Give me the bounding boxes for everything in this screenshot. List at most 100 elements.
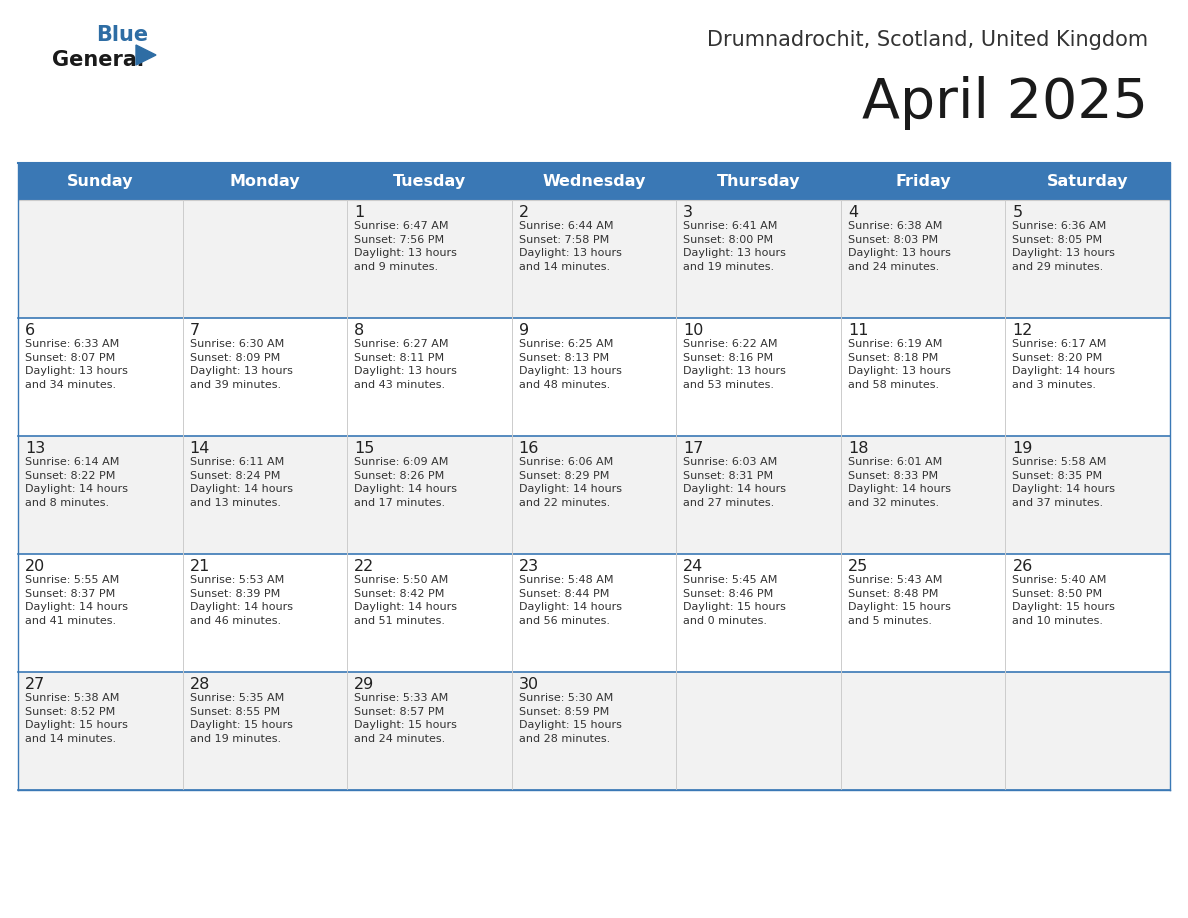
Text: 14: 14	[190, 441, 210, 456]
Text: Sunrise: 5:45 AM
Sunset: 8:46 PM
Daylight: 15 hours
and 0 minutes.: Sunrise: 5:45 AM Sunset: 8:46 PM Dayligh…	[683, 575, 786, 626]
Text: 20: 20	[25, 559, 45, 574]
Text: Sunrise: 6:38 AM
Sunset: 8:03 PM
Daylight: 13 hours
and 24 minutes.: Sunrise: 6:38 AM Sunset: 8:03 PM Dayligh…	[848, 221, 950, 272]
Text: 15: 15	[354, 441, 374, 456]
Bar	[676, 318, 841, 436]
Text: Monday: Monday	[229, 174, 301, 189]
Text: 10: 10	[683, 323, 703, 338]
Text: Sunrise: 6:47 AM
Sunset: 7:56 PM
Daylight: 13 hours
and 9 minutes.: Sunrise: 6:47 AM Sunset: 7:56 PM Dayligh…	[354, 221, 457, 272]
Text: 23: 23	[519, 559, 539, 574]
Bar	[18, 163, 1170, 200]
Text: Sunrise: 6:44 AM
Sunset: 7:58 PM
Daylight: 13 hours
and 14 minutes.: Sunrise: 6:44 AM Sunset: 7:58 PM Dayligh…	[519, 221, 621, 272]
Bar	[183, 318, 347, 436]
Text: Sunrise: 5:30 AM
Sunset: 8:59 PM
Daylight: 15 hours
and 28 minutes.: Sunrise: 5:30 AM Sunset: 8:59 PM Dayligh…	[519, 693, 621, 744]
Text: General: General	[52, 50, 144, 70]
Bar	[512, 318, 676, 436]
Bar	[1005, 672, 1170, 790]
Text: April 2025: April 2025	[862, 76, 1148, 130]
Text: 3: 3	[683, 205, 694, 220]
Text: 19: 19	[1012, 441, 1032, 456]
Bar	[512, 672, 676, 790]
Bar	[1005, 436, 1170, 554]
Text: Sunrise: 6:22 AM
Sunset: 8:16 PM
Daylight: 13 hours
and 53 minutes.: Sunrise: 6:22 AM Sunset: 8:16 PM Dayligh…	[683, 339, 786, 390]
Bar	[512, 436, 676, 554]
Bar	[512, 200, 676, 318]
Text: 5: 5	[1012, 205, 1023, 220]
Bar	[183, 554, 347, 672]
Bar	[841, 672, 1005, 790]
Text: Drumnadrochit, Scotland, United Kingdom: Drumnadrochit, Scotland, United Kingdom	[707, 30, 1148, 50]
Text: 29: 29	[354, 677, 374, 692]
Text: 30: 30	[519, 677, 539, 692]
Text: Sunrise: 6:30 AM
Sunset: 8:09 PM
Daylight: 13 hours
and 39 minutes.: Sunrise: 6:30 AM Sunset: 8:09 PM Dayligh…	[190, 339, 292, 390]
Bar	[347, 672, 512, 790]
Text: Sunrise: 6:01 AM
Sunset: 8:33 PM
Daylight: 14 hours
and 32 minutes.: Sunrise: 6:01 AM Sunset: 8:33 PM Dayligh…	[848, 457, 950, 508]
Text: Sunrise: 6:14 AM
Sunset: 8:22 PM
Daylight: 14 hours
and 8 minutes.: Sunrise: 6:14 AM Sunset: 8:22 PM Dayligh…	[25, 457, 128, 508]
Text: Blue: Blue	[96, 25, 148, 45]
Bar	[347, 200, 512, 318]
Text: Sunrise: 5:53 AM
Sunset: 8:39 PM
Daylight: 14 hours
and 46 minutes.: Sunrise: 5:53 AM Sunset: 8:39 PM Dayligh…	[190, 575, 292, 626]
Text: Sunrise: 6:33 AM
Sunset: 8:07 PM
Daylight: 13 hours
and 34 minutes.: Sunrise: 6:33 AM Sunset: 8:07 PM Dayligh…	[25, 339, 128, 390]
Bar	[183, 200, 347, 318]
Bar	[676, 200, 841, 318]
Text: 6: 6	[25, 323, 36, 338]
Text: Sunday: Sunday	[67, 174, 133, 189]
Text: 9: 9	[519, 323, 529, 338]
Text: Sunrise: 5:35 AM
Sunset: 8:55 PM
Daylight: 15 hours
and 19 minutes.: Sunrise: 5:35 AM Sunset: 8:55 PM Dayligh…	[190, 693, 292, 744]
Bar	[18, 318, 183, 436]
Bar	[841, 200, 1005, 318]
Text: 4: 4	[848, 205, 858, 220]
Bar	[1005, 200, 1170, 318]
Text: 12: 12	[1012, 323, 1032, 338]
Text: 7: 7	[190, 323, 200, 338]
Bar	[676, 436, 841, 554]
Bar	[18, 436, 183, 554]
Bar	[512, 554, 676, 672]
Bar	[183, 672, 347, 790]
Text: Saturday: Saturday	[1047, 174, 1129, 189]
Text: Wednesday: Wednesday	[542, 174, 646, 189]
Text: Sunrise: 6:09 AM
Sunset: 8:26 PM
Daylight: 14 hours
and 17 minutes.: Sunrise: 6:09 AM Sunset: 8:26 PM Dayligh…	[354, 457, 457, 508]
Bar	[841, 554, 1005, 672]
Text: Sunrise: 5:40 AM
Sunset: 8:50 PM
Daylight: 15 hours
and 10 minutes.: Sunrise: 5:40 AM Sunset: 8:50 PM Dayligh…	[1012, 575, 1116, 626]
Text: Sunrise: 6:06 AM
Sunset: 8:29 PM
Daylight: 14 hours
and 22 minutes.: Sunrise: 6:06 AM Sunset: 8:29 PM Dayligh…	[519, 457, 621, 508]
Text: 11: 11	[848, 323, 868, 338]
Text: Sunrise: 6:36 AM
Sunset: 8:05 PM
Daylight: 13 hours
and 29 minutes.: Sunrise: 6:36 AM Sunset: 8:05 PM Dayligh…	[1012, 221, 1116, 272]
Bar	[841, 436, 1005, 554]
Text: Sunrise: 6:19 AM
Sunset: 8:18 PM
Daylight: 13 hours
and 58 minutes.: Sunrise: 6:19 AM Sunset: 8:18 PM Dayligh…	[848, 339, 950, 390]
Bar	[347, 436, 512, 554]
Text: Thursday: Thursday	[716, 174, 801, 189]
Bar	[18, 554, 183, 672]
Text: 18: 18	[848, 441, 868, 456]
Bar	[18, 200, 183, 318]
Text: Sunrise: 5:48 AM
Sunset: 8:44 PM
Daylight: 14 hours
and 56 minutes.: Sunrise: 5:48 AM Sunset: 8:44 PM Dayligh…	[519, 575, 621, 626]
Text: Sunrise: 6:17 AM
Sunset: 8:20 PM
Daylight: 14 hours
and 3 minutes.: Sunrise: 6:17 AM Sunset: 8:20 PM Dayligh…	[1012, 339, 1116, 390]
Bar	[183, 436, 347, 554]
Text: Sunrise: 5:33 AM
Sunset: 8:57 PM
Daylight: 15 hours
and 24 minutes.: Sunrise: 5:33 AM Sunset: 8:57 PM Dayligh…	[354, 693, 457, 744]
Text: 8: 8	[354, 323, 365, 338]
Text: Sunrise: 5:55 AM
Sunset: 8:37 PM
Daylight: 14 hours
and 41 minutes.: Sunrise: 5:55 AM Sunset: 8:37 PM Dayligh…	[25, 575, 128, 626]
Text: Sunrise: 6:03 AM
Sunset: 8:31 PM
Daylight: 14 hours
and 27 minutes.: Sunrise: 6:03 AM Sunset: 8:31 PM Dayligh…	[683, 457, 786, 508]
Text: Sunrise: 6:25 AM
Sunset: 8:13 PM
Daylight: 13 hours
and 48 minutes.: Sunrise: 6:25 AM Sunset: 8:13 PM Dayligh…	[519, 339, 621, 390]
Text: 17: 17	[683, 441, 703, 456]
Bar	[18, 672, 183, 790]
Text: Tuesday: Tuesday	[393, 174, 466, 189]
Text: Sunrise: 5:43 AM
Sunset: 8:48 PM
Daylight: 15 hours
and 5 minutes.: Sunrise: 5:43 AM Sunset: 8:48 PM Dayligh…	[848, 575, 950, 626]
Text: 26: 26	[1012, 559, 1032, 574]
Text: 25: 25	[848, 559, 868, 574]
Text: Sunrise: 6:11 AM
Sunset: 8:24 PM
Daylight: 14 hours
and 13 minutes.: Sunrise: 6:11 AM Sunset: 8:24 PM Dayligh…	[190, 457, 292, 508]
Text: 2: 2	[519, 205, 529, 220]
Text: Sunrise: 5:38 AM
Sunset: 8:52 PM
Daylight: 15 hours
and 14 minutes.: Sunrise: 5:38 AM Sunset: 8:52 PM Dayligh…	[25, 693, 128, 744]
Bar	[841, 318, 1005, 436]
Polygon shape	[135, 45, 156, 65]
Text: 21: 21	[190, 559, 210, 574]
Text: 24: 24	[683, 559, 703, 574]
Text: Sunrise: 5:50 AM
Sunset: 8:42 PM
Daylight: 14 hours
and 51 minutes.: Sunrise: 5:50 AM Sunset: 8:42 PM Dayligh…	[354, 575, 457, 626]
Text: 16: 16	[519, 441, 539, 456]
Bar	[347, 554, 512, 672]
Bar	[1005, 318, 1170, 436]
Bar	[676, 554, 841, 672]
Text: Sunrise: 6:41 AM
Sunset: 8:00 PM
Daylight: 13 hours
and 19 minutes.: Sunrise: 6:41 AM Sunset: 8:00 PM Dayligh…	[683, 221, 786, 272]
Text: Friday: Friday	[896, 174, 950, 189]
Text: 27: 27	[25, 677, 45, 692]
Text: 1: 1	[354, 205, 365, 220]
